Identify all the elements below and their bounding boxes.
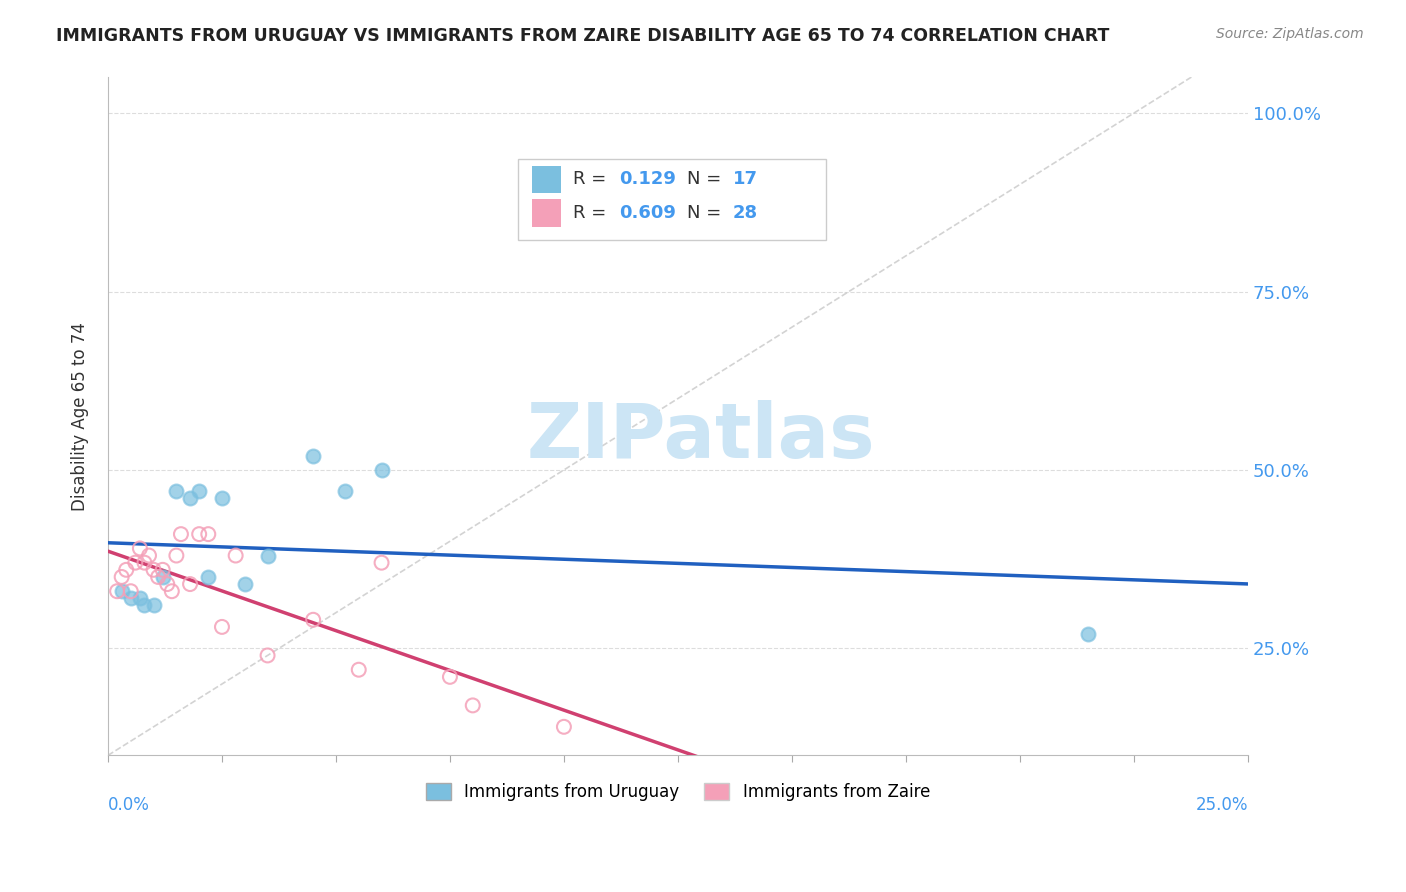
Text: N =: N = (688, 170, 727, 188)
Text: 0.0%: 0.0% (108, 796, 150, 814)
Point (111, 570, 134, 584)
FancyBboxPatch shape (531, 166, 561, 193)
Text: N =: N = (688, 204, 727, 222)
Point (170, 527, 193, 541)
Point (129, 591, 152, 606)
Point (146, 570, 169, 584)
Text: 25.0%: 25.0% (1195, 796, 1249, 814)
Point (370, 556, 392, 570)
Point (111, 584, 134, 599)
Point (553, 720, 575, 734)
Point (197, 570, 219, 584)
Point (105, 584, 128, 599)
Point (333, 484, 356, 499)
Point (179, 577, 201, 591)
Point (302, 449, 325, 463)
Point (197, 527, 219, 541)
Point (165, 484, 187, 499)
Text: 28: 28 (733, 204, 758, 222)
Point (129, 541, 152, 556)
Point (165, 549, 187, 563)
Point (156, 577, 179, 591)
Point (138, 549, 160, 563)
Point (152, 570, 174, 584)
Point (211, 491, 233, 506)
Text: R =: R = (574, 204, 612, 222)
Point (233, 577, 256, 591)
Point (302, 613, 325, 627)
Point (152, 563, 174, 577)
FancyBboxPatch shape (519, 159, 827, 240)
Point (142, 563, 165, 577)
Point (347, 663, 370, 677)
Text: ZIPatlas: ZIPatlas (526, 400, 875, 474)
Point (120, 584, 142, 599)
Text: R =: R = (574, 170, 612, 188)
Y-axis label: Disability Age 65 to 74: Disability Age 65 to 74 (72, 322, 89, 511)
Text: 17: 17 (733, 170, 758, 188)
Point (134, 599, 156, 613)
Point (211, 620, 233, 634)
Point (188, 484, 211, 499)
Point (439, 670, 461, 684)
Point (160, 584, 183, 599)
FancyBboxPatch shape (531, 200, 561, 227)
Point (115, 563, 138, 577)
Point (179, 491, 201, 506)
Text: IMMIGRANTS FROM URUGUAY VS IMMIGRANTS FROM ZAIRE DISABILITY AGE 65 TO 74 CORRELA: IMMIGRANTS FROM URUGUAY VS IMMIGRANTS FR… (56, 27, 1109, 45)
Point (124, 556, 146, 570)
Point (142, 599, 165, 613)
Point (461, 698, 484, 713)
Point (134, 556, 156, 570)
Point (120, 591, 142, 606)
Point (225, 549, 247, 563)
Point (256, 549, 278, 563)
Point (256, 648, 278, 663)
Text: 0.609: 0.609 (619, 204, 675, 222)
Text: 0.129: 0.129 (619, 170, 675, 188)
Text: Source: ZipAtlas.com: Source: ZipAtlas.com (1216, 27, 1364, 41)
Point (188, 527, 211, 541)
Point (1077, 627, 1099, 641)
Legend: Immigrants from Uruguay, Immigrants from Zaire: Immigrants from Uruguay, Immigrants from… (419, 777, 936, 808)
Point (370, 463, 392, 477)
